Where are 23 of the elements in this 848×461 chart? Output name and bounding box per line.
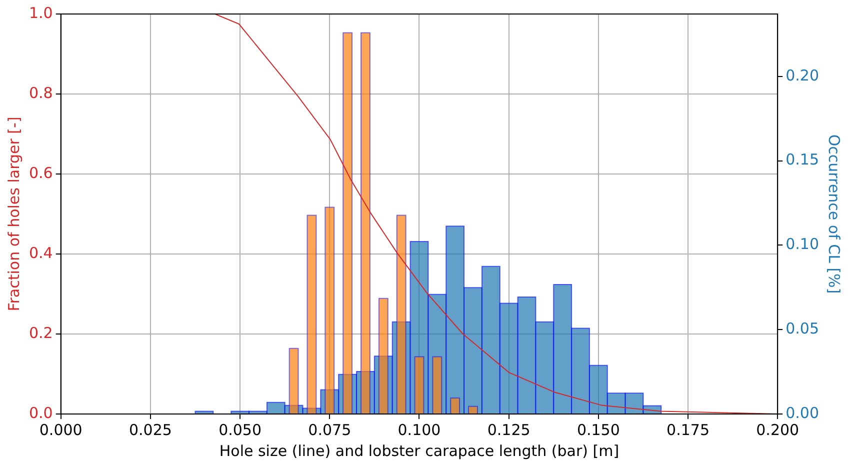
x-tick-label: 0.000 [39,420,82,439]
y-tick-label: 0.2 [28,324,53,342]
y-tick-label: 0.0 [28,404,53,422]
y2-tick-label: 0.20 [786,66,820,84]
x-axis-title: Hole size (line) and lobster carapace length (bar) [m] [219,442,620,460]
y2-tick-label: 0.00 [786,404,820,422]
x-tick-label: 0.175 [666,420,710,439]
y-axis-title: Fraction of holes larger [-] [4,116,23,312]
x-tick-label: 0.200 [756,420,800,439]
y-tick-label: 0.6 [28,164,53,182]
y2-tick-label: 0.05 [786,320,820,338]
y2-tick-label: 0.10 [786,235,820,254]
x-tick-label: 0.100 [398,420,441,439]
y-tick-label: 0.8 [28,84,53,102]
x-tick-label: 0.050 [218,420,262,439]
y2-axis-title: Occurrence of CL [%] [825,134,844,294]
y-tick-label: 0.4 [28,244,53,262]
y2-tick-label: 0.15 [786,150,820,169]
x-tick-label: 0.075 [308,420,352,439]
y-tick-label: 1.0 [28,4,53,22]
x-tick-label: 0.125 [487,420,530,439]
x-tick-label: 0.150 [576,420,620,439]
x-tick-label: 0.025 [128,420,172,439]
